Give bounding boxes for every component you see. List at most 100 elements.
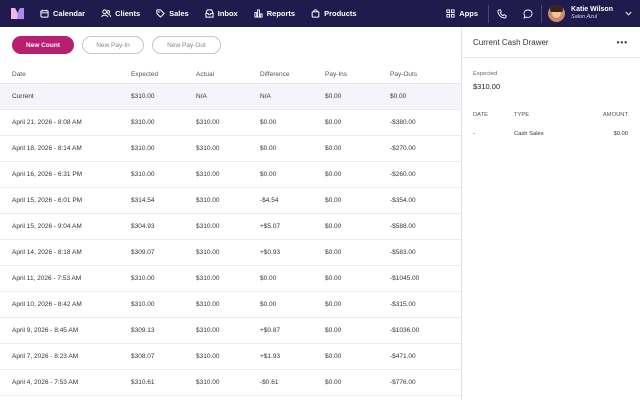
cell-date: April 4, 2026 - 7:53 AM <box>12 379 79 386</box>
cell-actual: $310.00 <box>196 145 220 152</box>
nav-inbox[interactable]: Inbox <box>205 9 238 18</box>
table-header: Date Expected Actual Difference Pay-Ins … <box>0 65 461 84</box>
cell-pay-ins: $0.00 <box>325 119 342 126</box>
cell-expected: $310.00 <box>131 93 155 100</box>
drawer-transactions-table: DATE TYPE AMOUNT - Cash Sales $0.00 <box>473 109 628 139</box>
cell-actual: N/A <box>196 93 207 100</box>
column-header-pay-ins[interactable]: Pay-Ins <box>325 70 348 78</box>
column-header-date[interactable]: Date <box>12 70 26 78</box>
nav-products[interactable]: Products <box>311 9 357 18</box>
cell-expected: $310.61 <box>131 379 155 386</box>
panel-table-header: DATE TYPE AMOUNT <box>473 109 628 120</box>
cell-date: April 14, 2026 - 8:18 AM <box>12 249 82 256</box>
cell-pay-outs: -$471.00 <box>390 353 416 360</box>
cell-difference: +$1.93 <box>260 353 281 360</box>
cell-difference: $0.00 <box>260 301 277 308</box>
new-pay-out-button[interactable]: New Pay-Out <box>152 36 221 54</box>
nav-sales[interactable]: Sales <box>156 9 189 18</box>
right-nav: Apps Katie Wilson Salon Azul <box>446 0 640 27</box>
column-header-actual[interactable]: Actual <box>196 70 215 78</box>
column-header-difference[interactable]: Difference <box>260 70 290 78</box>
nav-divider <box>488 4 490 23</box>
cell-date: Current <box>12 93 34 100</box>
tag-icon <box>156 9 165 18</box>
cash-drawer-table: Date Expected Actual Difference Pay-Ins … <box>0 65 461 396</box>
cell-date: April 9, 2026 - 8:45 AM <box>12 327 79 334</box>
table-row[interactable]: April 9, 2026 - 8:45 AM $309.13 $310.00 … <box>0 318 461 344</box>
cell-pay-outs: -$583.00 <box>390 249 416 256</box>
table-row[interactable]: April 15, 2026 - 9:04 AM $304.93 $310.00… <box>0 214 461 240</box>
table-row[interactable]: April 7, 2026 - 8:23 AM $308.07 $310.00 … <box>0 344 461 370</box>
cell-pay-ins: $0.00 <box>325 249 342 256</box>
cell-expected: $304.93 <box>131 223 155 230</box>
more-options-icon[interactable]: ••• <box>616 37 628 47</box>
expected-label: Expected <box>473 71 498 77</box>
cell-difference: $0.00 <box>260 275 277 282</box>
cell-pay-outs: -$315.00 <box>390 301 416 308</box>
apps-button[interactable]: Apps <box>446 9 488 18</box>
nav-calendar[interactable]: Calendar <box>40 9 85 18</box>
cell-date: April 7, 2026 - 8:23 AM <box>12 353 79 360</box>
cell-actual: $310.00 <box>196 301 220 308</box>
user-menu[interactable]: Katie Wilson Salon Azul <box>542 0 640 27</box>
table-row[interactable]: April 21, 2026 - 8:08 AM $310.00 $310.00… <box>0 110 461 136</box>
cell-date: - <box>473 130 475 137</box>
nav-inbox-label: Inbox <box>217 9 238 18</box>
cell-pay-outs: -$260.00 <box>390 171 416 178</box>
cell-pay-outs: -$1045.00 <box>390 275 420 282</box>
cell-actual: $310.00 <box>196 353 220 360</box>
cell-difference: $0.00 <box>260 171 277 178</box>
nav-reports-label: Reports <box>266 9 296 18</box>
user-org: Salon Azul <box>571 14 598 21</box>
column-header-expected[interactable]: Expected <box>131 70 159 78</box>
cell-pay-ins: $0.00 <box>325 327 342 334</box>
cell-difference: -$4.54 <box>260 197 279 204</box>
table-row[interactable]: April 11, 2026 - 7:53 AM $310.00 $310.00… <box>0 266 461 292</box>
cell-pay-ins: $0.00 <box>325 379 342 386</box>
cell-date: April 16, 2026 - 6:31 PM <box>12 171 83 178</box>
expected-value: $310.00 <box>473 82 501 91</box>
inbox-icon <box>205 9 214 18</box>
cell-expected: $314.54 <box>131 197 155 204</box>
cell-expected: $310.00 <box>131 145 155 152</box>
new-pay-in-button[interactable]: New Pay-In <box>82 36 144 54</box>
cell-date: April 11, 2026 - 7:53 AM <box>12 275 82 282</box>
user-name: Katie Wilson <box>571 6 613 14</box>
table-row[interactable]: April 18, 2026 - 8:14 AM $310.00 $310.00… <box>0 136 461 162</box>
cell-pay-ins: $0.00 <box>325 171 342 178</box>
new-count-button[interactable]: New Count <box>12 36 74 54</box>
cell-actual: $310.00 <box>196 171 220 178</box>
calendar-icon <box>40 9 49 18</box>
table-row[interactable]: April 10, 2026 - 8:42 AM $310.00 $310.00… <box>0 292 461 318</box>
nav-clients[interactable]: Clients <box>101 9 140 18</box>
cell-pay-outs: -$380.00 <box>390 119 416 126</box>
cell-pay-ins: $0.00 <box>325 197 342 204</box>
cell-actual: $310.00 <box>196 197 220 204</box>
app-logo[interactable] <box>6 0 28 27</box>
table-row[interactable]: April 15, 2026 - 6:01 PM $314.54 $310.00… <box>0 188 461 214</box>
chevron-down-icon <box>625 11 632 16</box>
cell-date: April 18, 2026 - 8:14 AM <box>12 145 82 152</box>
cell-actual: $310.00 <box>196 223 220 230</box>
cell-expected: $308.07 <box>131 353 155 360</box>
table-row[interactable]: April 4, 2026 - 7:53 AM $310.61 $310.00 … <box>0 370 461 396</box>
table-row[interactable]: April 16, 2026 - 6:31 PM $310.00 $310.00… <box>0 162 461 188</box>
shopping-bag-icon <box>311 9 320 18</box>
cell-difference: N/A <box>260 93 271 100</box>
main-nav: Calendar Clients Sales Inbox Reports Pro… <box>40 9 373 18</box>
column-header-pay-outs[interactable]: Pay-Outs <box>390 70 418 78</box>
users-icon <box>101 9 112 18</box>
phone-button[interactable] <box>489 0 515 27</box>
table-row[interactable]: April 14, 2026 - 8:18 AM $309.07 $310.00… <box>0 240 461 266</box>
cell-date: April 15, 2026 - 9:04 AM <box>12 223 82 230</box>
cell-difference: +$5.07 <box>260 223 281 230</box>
chat-button[interactable] <box>515 0 541 27</box>
table-row-current[interactable]: Current $310.00 N/A N/A $0.00 $0.00 <box>0 84 461 110</box>
cell-pay-ins: $0.00 <box>325 223 342 230</box>
bar-chart-icon <box>254 9 263 18</box>
cell-expected: $310.00 <box>131 301 155 308</box>
cell-expected: $310.00 <box>131 171 155 178</box>
nav-reports[interactable]: Reports <box>254 9 295 18</box>
chat-bubble-icon <box>523 9 533 19</box>
cell-pay-outs: -$776.00 <box>390 379 416 386</box>
